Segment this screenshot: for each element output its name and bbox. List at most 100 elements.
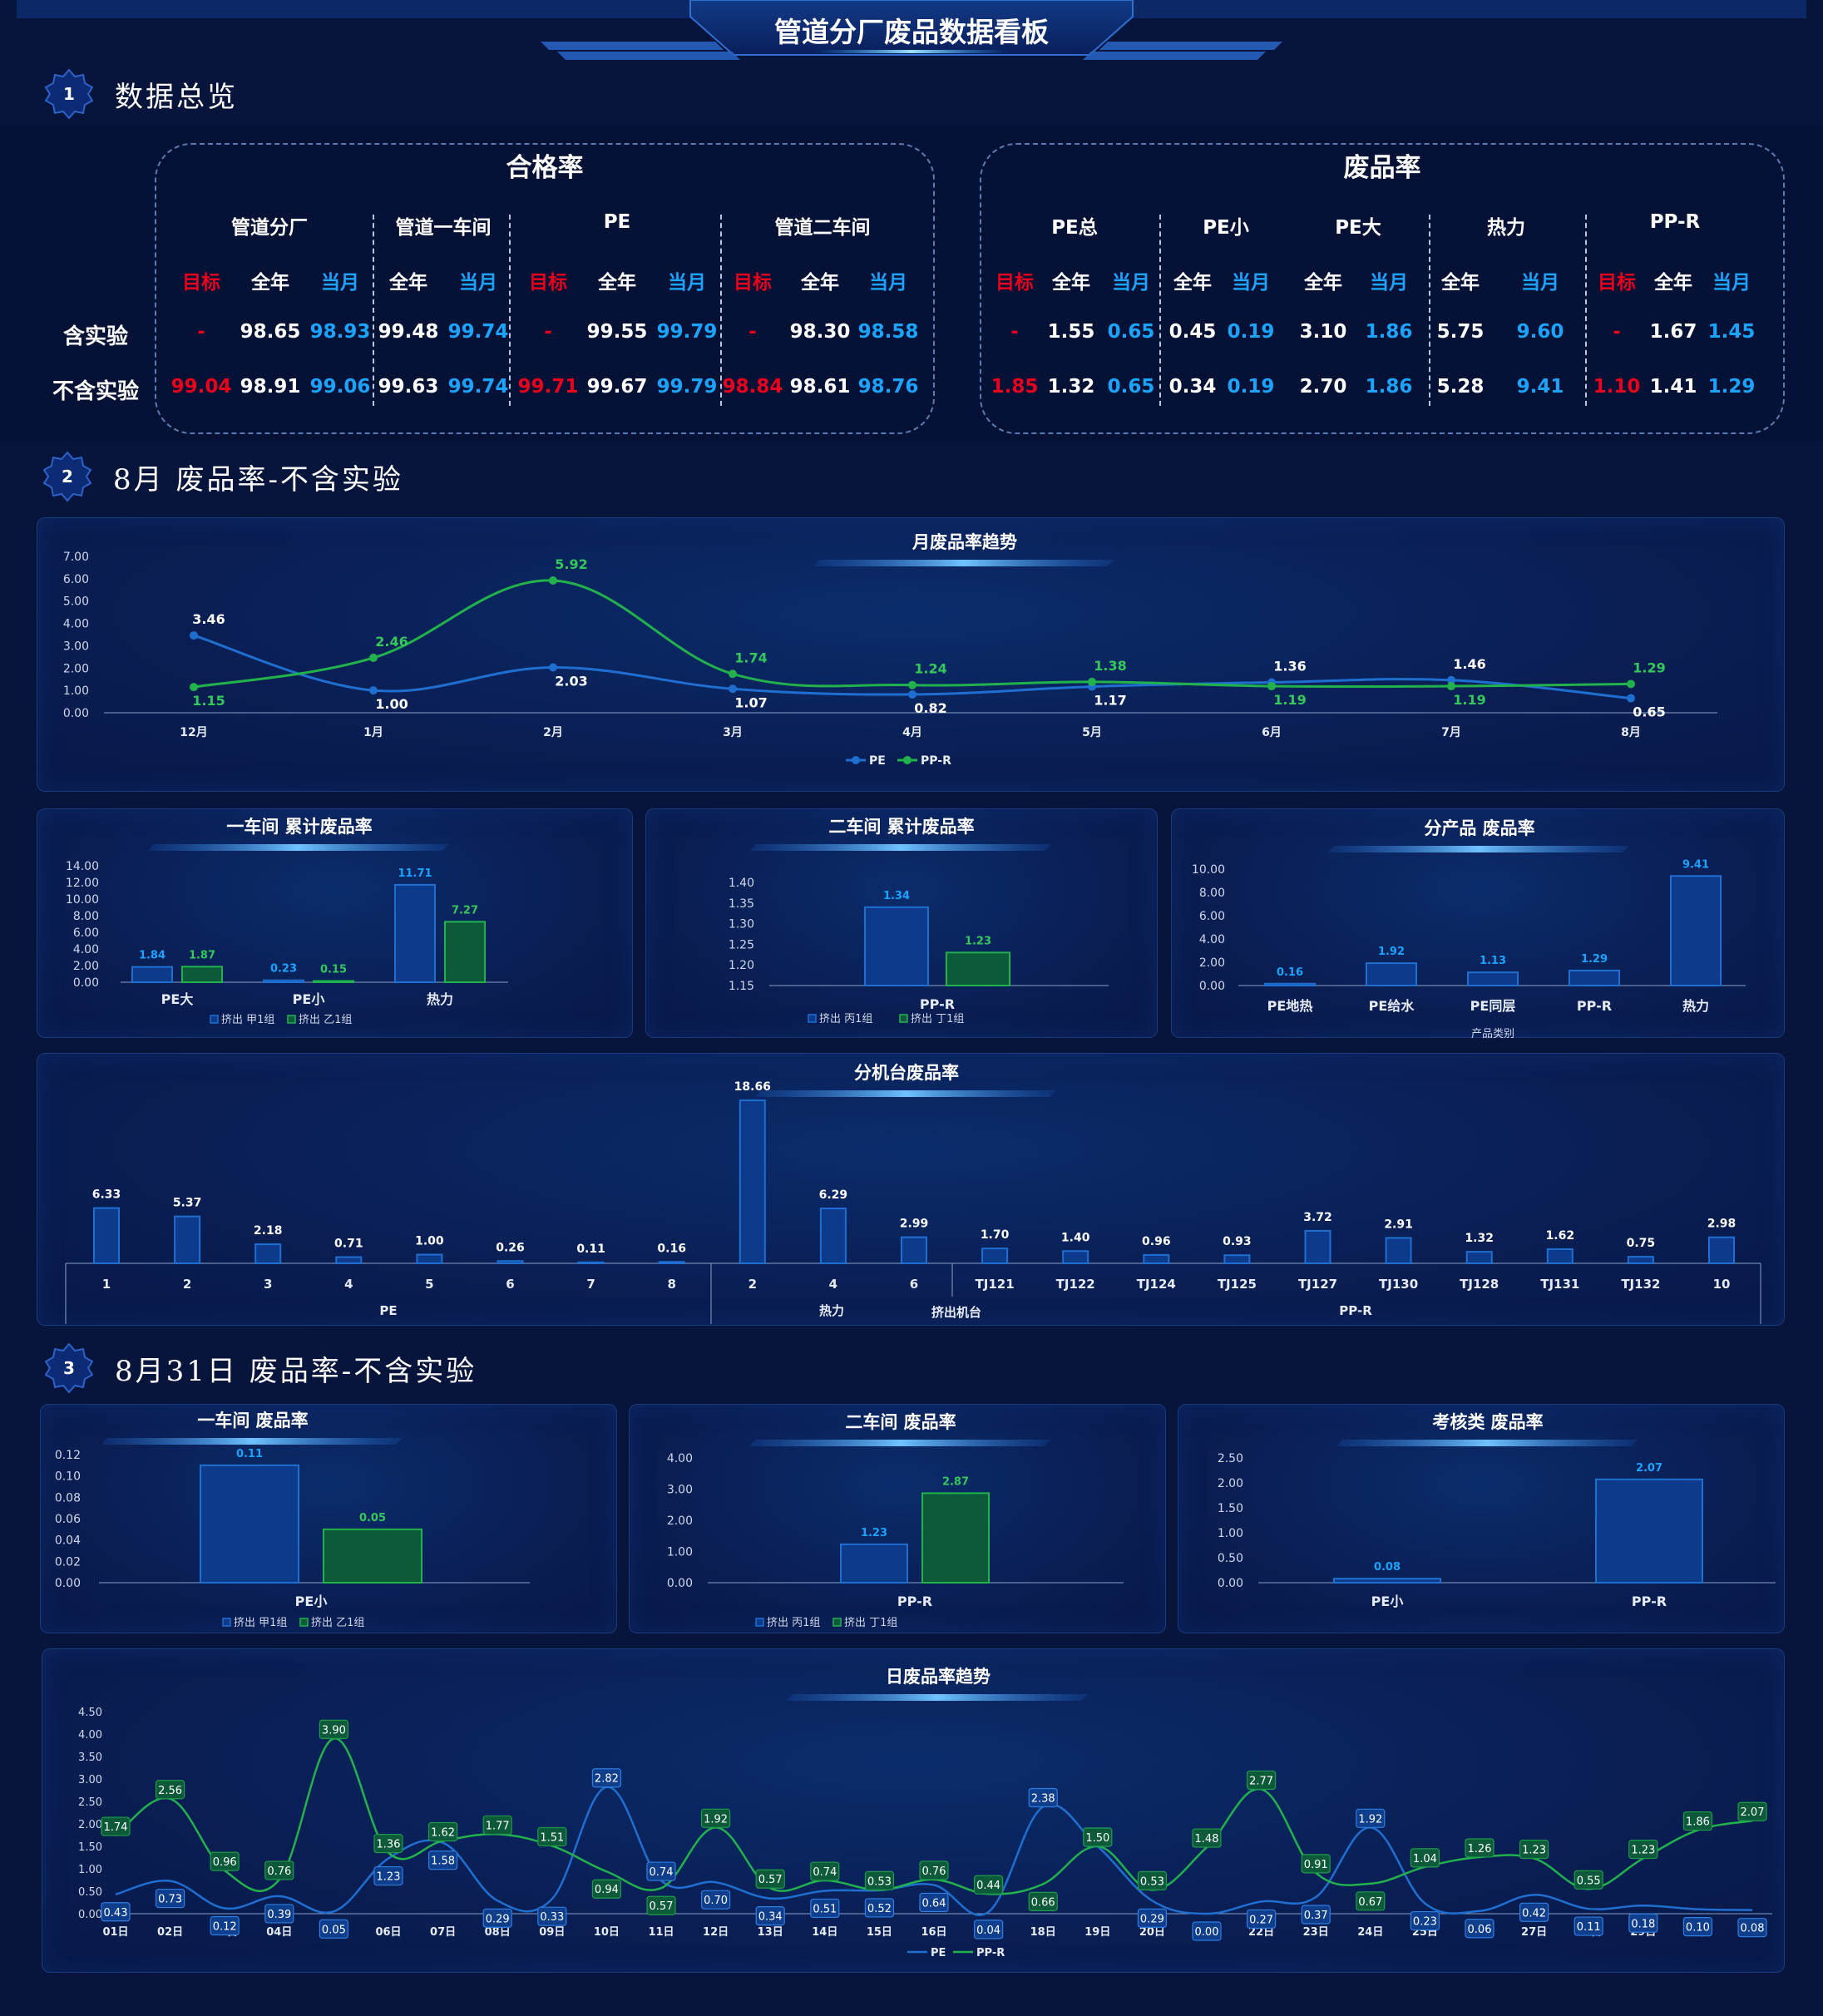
column-divider: [1159, 215, 1161, 406]
x-tick-label: PE地热: [1267, 998, 1313, 1014]
y-tick-label: 3.00: [667, 1484, 693, 1497]
data-label: 0.05: [322, 1924, 346, 1936]
bar: [1264, 982, 1316, 986]
y-tick-label: 0.50: [1218, 1552, 1243, 1565]
data-label: 0.00: [1195, 1926, 1219, 1939]
scrap-subheader: 全年: [1654, 272, 1692, 294]
data-label: 2.91: [1384, 1218, 1413, 1231]
scrap-value: 1.45: [1707, 321, 1756, 343]
data-label: 0.66: [1031, 1896, 1055, 1909]
x-tick-label: 20日: [1139, 1926, 1165, 1939]
x-tick-label: 13日: [758, 1926, 783, 1939]
section-number: 1: [63, 84, 75, 104]
scrap-value: 5.28: [1436, 376, 1485, 398]
legend-label: 挤出 甲1组: [221, 1014, 274, 1026]
x-tick-label: 09日: [539, 1926, 565, 1939]
data-label-box: [156, 1888, 185, 1909]
data-label-box: [1356, 1808, 1386, 1828]
y-tick-label: 8.00: [73, 910, 99, 923]
data-label: 2.18: [254, 1224, 283, 1238]
bar: [1304, 1229, 1331, 1265]
chart-title: 二车间 废品率: [845, 1412, 956, 1432]
pass-subheader: 目标: [182, 272, 220, 294]
data-label: 1.34: [883, 890, 910, 902]
data-label: 0.71: [334, 1238, 363, 1251]
data-label: 1.24: [914, 661, 946, 677]
y-tick-label: 0.12: [55, 1449, 81, 1462]
data-label: 1.00: [375, 696, 408, 712]
pass-value: 98.91: [240, 376, 301, 398]
data-label: 1.00: [415, 1235, 444, 1248]
y-tick-label: 0.00: [63, 707, 89, 720]
data-label: 1.19: [1273, 692, 1306, 708]
legend-label: 挤出 甲1组: [234, 1617, 287, 1629]
legend-label: 挤出 丁1组: [911, 1013, 964, 1025]
y-tick-label: 2.50: [1218, 1452, 1243, 1465]
data-label-box: [591, 1768, 622, 1788]
daily-workshop2-panel: 二车间 废品率 0.00 1.00 2.00 3.00 4.00 1.23 2.87 PP-R 挤…: [629, 1404, 1166, 1633]
chart-title: 一车间 废品率: [197, 1411, 308, 1430]
x-tick-label: 3: [264, 1277, 272, 1292]
scrap-value: 1.86: [1365, 321, 1413, 343]
pass-rate-box: [155, 143, 935, 434]
data-label: 1.23: [965, 935, 991, 947]
y-tick-label: 1.40: [729, 877, 754, 890]
data-label: 0.06: [1468, 1924, 1492, 1936]
x-tick-label: TJ127: [1298, 1277, 1337, 1292]
x-tick-label: 1月: [363, 726, 383, 739]
workshop2-cumulative-panel: 二车间 累计废品率 1.15 1.20 1.25 1.30 1.35 1.40 1.34 1.2…: [645, 808, 1158, 1038]
data-label: 1.70: [981, 1228, 1010, 1242]
x-tick-label: 07日: [430, 1926, 456, 1939]
data-label: 0.57: [650, 1900, 674, 1913]
bar: [819, 1207, 847, 1264]
y-tick-label: 1.00: [667, 1546, 693, 1559]
title-underline: [787, 1694, 1088, 1701]
data-label-box: [1682, 1917, 1713, 1937]
y-tick-label: 2.00: [73, 960, 99, 973]
data-label: 0.52: [867, 1903, 892, 1915]
legend-label: PE: [869, 754, 886, 768]
scrap-value: 9.41: [1516, 376, 1564, 398]
legend-label: 挤出 丙1组: [767, 1617, 820, 1629]
scrap-group-header: PE大: [1335, 217, 1381, 239]
data-label: 2.03: [555, 673, 587, 689]
bar: [739, 1099, 766, 1264]
data-label: 1.23: [861, 1527, 887, 1539]
data-label: 0.82: [914, 700, 946, 716]
bar: [200, 1464, 299, 1584]
x-tick-label: 7: [586, 1277, 595, 1292]
data-label: 1.23: [1631, 1845, 1655, 1857]
pass-value: 99.06: [309, 376, 371, 398]
data-label-box: [373, 1833, 403, 1854]
data-label-box: [1028, 1787, 1058, 1808]
data-label: 1.50: [1085, 1832, 1109, 1845]
column-divider: [509, 215, 511, 406]
data-label: 0.27: [1249, 1914, 1273, 1926]
data-label: 0.05: [359, 1512, 386, 1524]
title-bar: 管道分厂废品数据看板: [0, 0, 1823, 67]
data-point: [190, 683, 198, 692]
data-label-box: [864, 1870, 895, 1890]
pass-group-header: 管道分厂: [231, 217, 308, 239]
data-label-box: [537, 1826, 567, 1847]
data-label-box: [101, 1902, 131, 1922]
data-label: 1.23: [377, 1871, 401, 1884]
data-label: 0.57: [758, 1874, 783, 1886]
x-tick-label: 12月: [180, 726, 207, 739]
data-label-box: [428, 1850, 458, 1870]
bar: [444, 921, 486, 983]
bar: [131, 966, 173, 984]
data-point: [549, 663, 557, 672]
data-label: 0.37: [1304, 1910, 1328, 1922]
data-label: 0.51: [813, 1903, 837, 1915]
bar: [323, 1528, 422, 1584]
data-label: 1.40: [1061, 1231, 1090, 1244]
x-tick-label: 08日: [485, 1926, 511, 1939]
y-tick-label: 10.00: [1192, 863, 1225, 877]
scrap-value: 1.67: [1649, 321, 1697, 343]
y-tick-label: 2.00: [1199, 956, 1225, 970]
product-scrap-panel: 分产品 废品率 0.00 2.00 4.00 6.00 8.00 10.00 0.16 PE地热…: [1171, 808, 1785, 1040]
section-badge: 3: [43, 1342, 95, 1394]
y-tick-label: 1.00: [1218, 1527, 1243, 1540]
data-point: [190, 631, 198, 640]
